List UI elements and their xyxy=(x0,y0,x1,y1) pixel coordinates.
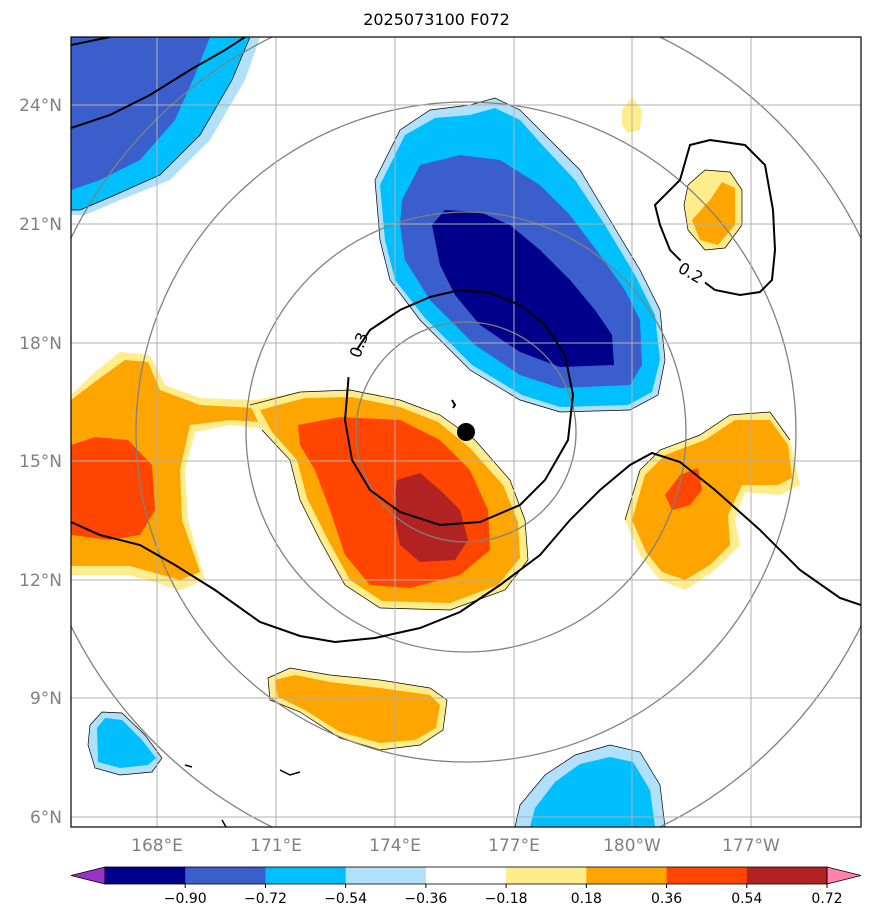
lon-tick-label: 168°E xyxy=(131,836,183,856)
anomaly-sw-negative xyxy=(87,711,163,776)
colorbar-tick-label: 0.54 xyxy=(731,891,762,907)
lat-tick-label: 15°N xyxy=(19,452,62,472)
colorbar-tick-label: 0.36 xyxy=(651,891,682,907)
storm-center-dot xyxy=(457,423,475,441)
colorbar-tick-label: −0.18 xyxy=(485,891,528,907)
lon-tick-label: 177°E xyxy=(488,836,540,856)
colorbar-segment xyxy=(265,867,347,884)
contour-lines xyxy=(71,37,861,827)
colorbar-tick-label: 0.18 xyxy=(571,891,602,907)
gridlines xyxy=(71,37,861,827)
lon-tick-label: 174°E xyxy=(369,836,421,856)
lat-axis: 24°N 21°N 18°N 15°N 12°N 9°N 6°N xyxy=(19,96,62,828)
lat-tick-label: 24°N xyxy=(19,96,62,116)
lon-tick-label: 177°W xyxy=(722,836,780,856)
lon-tick-label: 171°E xyxy=(250,836,302,856)
anomaly-se-negative xyxy=(514,744,666,827)
lon-tick-label: 180°W xyxy=(603,836,661,856)
colorbar-tick-label: −0.54 xyxy=(324,891,367,907)
colorbar: −0.90 −0.72 −0.54 −0.36 −0.18 0.18 0.36 0.54 0.7… xyxy=(70,866,862,907)
colorbar-segment xyxy=(425,867,507,884)
lat-tick-label: 6°N xyxy=(30,808,62,828)
map-title: 2025073100 F072 xyxy=(363,10,510,29)
anomaly-central-positive xyxy=(249,389,529,611)
lat-tick-label: 21°N xyxy=(19,215,62,235)
range-rings xyxy=(71,37,861,827)
map-frame xyxy=(70,36,862,828)
anomaly-south-positive xyxy=(267,667,448,751)
lat-tick-label: 9°N xyxy=(30,689,62,709)
colorbar-tick-label: 0.72 xyxy=(811,891,842,907)
colorbar-segment xyxy=(666,867,748,884)
colorbar-segment xyxy=(746,867,828,884)
colorbar-tick-label: −0.36 xyxy=(404,891,447,907)
map-plot-area: 0.3 0.2 xyxy=(71,37,861,827)
colorbar-tick-label: −0.72 xyxy=(244,891,287,907)
colorbar-segment xyxy=(506,867,587,884)
colorbar-tick-label: −0.90 xyxy=(164,891,207,907)
colorbar-outline xyxy=(104,866,828,885)
colorbar-segment xyxy=(345,867,427,884)
lat-tick-label: 18°N xyxy=(19,334,62,354)
colorbar-segment xyxy=(105,867,186,884)
anomaly-nw-negative xyxy=(71,37,260,215)
colorbar-segment xyxy=(185,867,266,884)
lon-axis: 168°E 171°E 174°E 177°E 180°W 177°W xyxy=(131,836,780,856)
colorbar-extend-high xyxy=(826,866,862,885)
anomaly-central-negative xyxy=(374,97,666,413)
colorbar-segment xyxy=(586,867,668,884)
lat-tick-label: 12°N xyxy=(19,571,62,591)
colorbar-extend-low xyxy=(70,866,106,885)
